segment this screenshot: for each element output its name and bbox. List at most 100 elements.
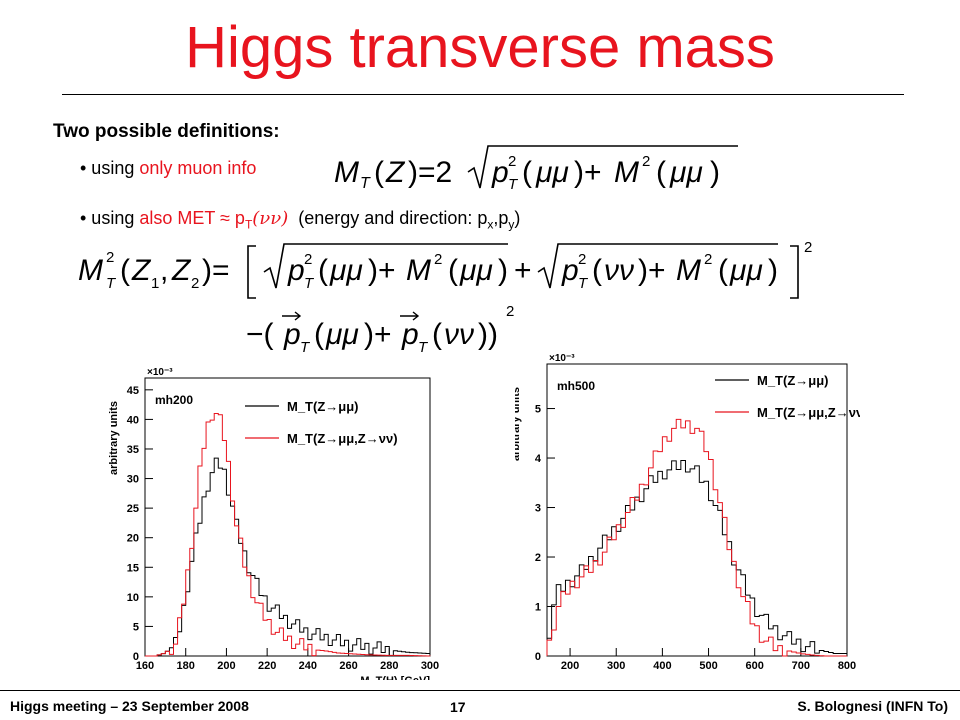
svg-text:)+: )+ (574, 156, 602, 189)
bullet-muon: • using only muon info (80, 158, 256, 179)
x-tick-label: 280 (380, 660, 398, 672)
y-tick-label: 45 (127, 385, 139, 397)
svg-text:Z: Z (385, 156, 406, 189)
formula-muon-only: M T ( Z )=2 p 2 T ( μμ )+ M 2 ( μμ ) (334, 145, 738, 193)
title-divider (62, 94, 904, 95)
y-tick-label: 40 (127, 414, 139, 426)
sub-t: T (244, 217, 253, 232)
svg-text:T: T (360, 175, 371, 192)
x-tick-label: 180 (177, 660, 195, 672)
svg-text:μμ: μμ (325, 318, 359, 351)
legend-label: M_T(Z→μμ,Z→νν) (287, 431, 398, 446)
x-tick-label: 700 (792, 660, 810, 670)
svg-text:)=2: )=2 (408, 156, 452, 189)
y-tick-label: 5 (535, 404, 541, 416)
svg-text:2: 2 (508, 153, 516, 170)
y-tick-label: 25 (127, 503, 139, 515)
y-tick-label: 35 (127, 444, 139, 456)
y-axis-label: arbitrary units (515, 387, 522, 461)
svg-text:μμ: μμ (729, 254, 763, 287)
bullet-suffix: (energy and direction: p (298, 208, 488, 228)
svg-text:2: 2 (578, 251, 586, 268)
svg-text:)+: )+ (368, 254, 396, 287)
svg-text:): ) (498, 254, 508, 287)
svg-text:νν: νν (604, 254, 634, 287)
y-axis-label: arbitrary units (108, 401, 120, 475)
plot-frame (144, 377, 431, 657)
sub-y: y (508, 217, 515, 232)
x-tick-label: 300 (607, 660, 625, 670)
sub-x: x (487, 217, 494, 232)
page-number: 17 (450, 699, 466, 715)
svg-text:)): )) (478, 318, 498, 351)
svg-text:p: p (401, 318, 419, 351)
svg-text:M: M (406, 254, 431, 287)
bullet-highlight: only muon info (139, 158, 257, 178)
legend-label: M_T(Z→μμ,Z→νν) (757, 405, 860, 420)
svg-text:−(: −( (246, 318, 274, 351)
x-tick-label: 500 (699, 660, 717, 670)
histogram-series-1 (546, 459, 848, 656)
svg-text:2: 2 (804, 239, 812, 256)
svg-text:μμ: μμ (669, 156, 703, 189)
svg-text:(: ( (448, 254, 458, 287)
svg-text:p: p (491, 156, 509, 189)
y-tick-label: 0 (133, 651, 139, 663)
svg-text:(: ( (656, 156, 666, 189)
bullet-highlight: also MET ≈ p (139, 208, 245, 228)
bullet-prefix: • using (80, 158, 140, 178)
x-tick-label: 240 (299, 660, 317, 672)
svg-text:μμ: μμ (535, 156, 569, 189)
y-tick-label: 5 (133, 621, 139, 633)
x-tick-label: 200 (217, 660, 235, 672)
svg-text:T: T (300, 339, 311, 356)
svg-text:Z: Z (131, 254, 152, 287)
svg-text:(: ( (314, 318, 324, 351)
plot-label: mh200 (155, 393, 193, 407)
legend-label: M_T(Z→μμ) (757, 373, 829, 388)
svg-text:p: p (287, 254, 305, 287)
svg-text:(: ( (592, 254, 602, 287)
axis-exponent: ×10⁻³ (147, 367, 173, 378)
svg-text:T: T (508, 176, 519, 193)
bullet-comma: ,p (493, 208, 509, 228)
bullet-close: ) (514, 208, 521, 228)
histogram-series-2 (546, 418, 847, 657)
svg-text:νν: νν (444, 318, 474, 351)
svg-text:)+: )+ (638, 254, 666, 287)
svg-text:(: ( (522, 156, 532, 189)
bullet-prefix: • using (80, 208, 140, 228)
y-tick-label: 4 (535, 453, 542, 465)
svg-text:2: 2 (506, 303, 514, 320)
svg-text:1: 1 (151, 275, 159, 292)
svg-text:): ) (710, 156, 720, 189)
x-tick-label: 160 (136, 660, 154, 672)
legend-label: M_T(Z→μμ) (287, 399, 359, 414)
slide-title: Higgs transverse mass (185, 15, 775, 80)
footer-divider (0, 690, 960, 691)
svg-text:μμ: μμ (329, 254, 363, 287)
y-tick-label: 3 (535, 503, 541, 515)
y-tick-label: 0 (535, 651, 541, 663)
nunu: (νν) (252, 208, 289, 229)
svg-text:(: ( (374, 156, 384, 189)
histogram-series-1 (145, 457, 431, 657)
y-tick-label: 15 (127, 562, 139, 574)
svg-text:M: M (334, 156, 359, 189)
svg-text:2: 2 (304, 251, 312, 268)
svg-text:+: + (514, 254, 532, 287)
bullet-met: • using also MET ≈ pT(νν) (energy and di… (80, 208, 520, 232)
footer-meeting: Higgs meeting – 23 September 2008 (10, 698, 249, 714)
svg-text:p: p (561, 254, 579, 287)
x-tick-label: 300 (421, 660, 439, 672)
x-axis-label: M_T(H) [GeV] (360, 675, 430, 680)
svg-text:T: T (304, 275, 315, 292)
svg-text:T: T (106, 275, 117, 292)
svg-text:M: M (676, 254, 701, 287)
svg-text:(: ( (120, 254, 130, 287)
svg-text:M: M (614, 156, 639, 189)
y-tick-label: 10 (127, 592, 139, 604)
x-tick-label: 220 (258, 660, 276, 672)
svg-text:2: 2 (642, 153, 650, 170)
y-tick-label: 30 (127, 474, 139, 486)
